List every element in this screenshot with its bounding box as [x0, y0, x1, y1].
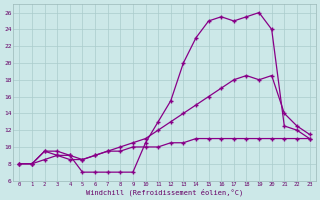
X-axis label: Windchill (Refroidissement éolien,°C): Windchill (Refroidissement éolien,°C): [86, 188, 243, 196]
